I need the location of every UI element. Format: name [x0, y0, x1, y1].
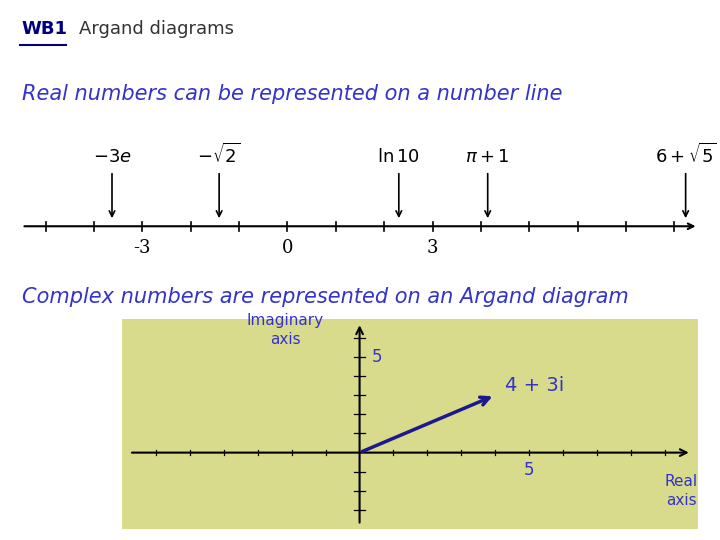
Text: $-3e$: $-3e$ — [93, 148, 132, 166]
Text: 5: 5 — [372, 348, 382, 366]
Text: 5: 5 — [523, 461, 534, 479]
Text: -3: -3 — [134, 239, 151, 258]
Text: Real
axis: Real axis — [665, 474, 698, 508]
Text: $\ln 10$: $\ln 10$ — [377, 148, 420, 166]
Text: $\pi+1$: $\pi+1$ — [465, 148, 510, 166]
Text: 0: 0 — [282, 239, 293, 258]
Text: Complex numbers are represented on an Argand diagram: Complex numbers are represented on an Ar… — [22, 287, 629, 307]
Text: WB1: WB1 — [22, 20, 68, 38]
Text: $-\sqrt{2}$: $-\sqrt{2}$ — [197, 143, 241, 166]
Text: Argand diagrams: Argand diagrams — [79, 20, 234, 38]
Text: Real numbers can be represented on a number line: Real numbers can be represented on a num… — [22, 84, 562, 105]
Text: Imaginary
axis: Imaginary axis — [246, 313, 323, 347]
Text: 3: 3 — [427, 239, 438, 258]
Text: $6+\sqrt{5}$: $6+\sqrt{5}$ — [654, 143, 716, 166]
Text: 4 + 3i: 4 + 3i — [505, 376, 564, 395]
